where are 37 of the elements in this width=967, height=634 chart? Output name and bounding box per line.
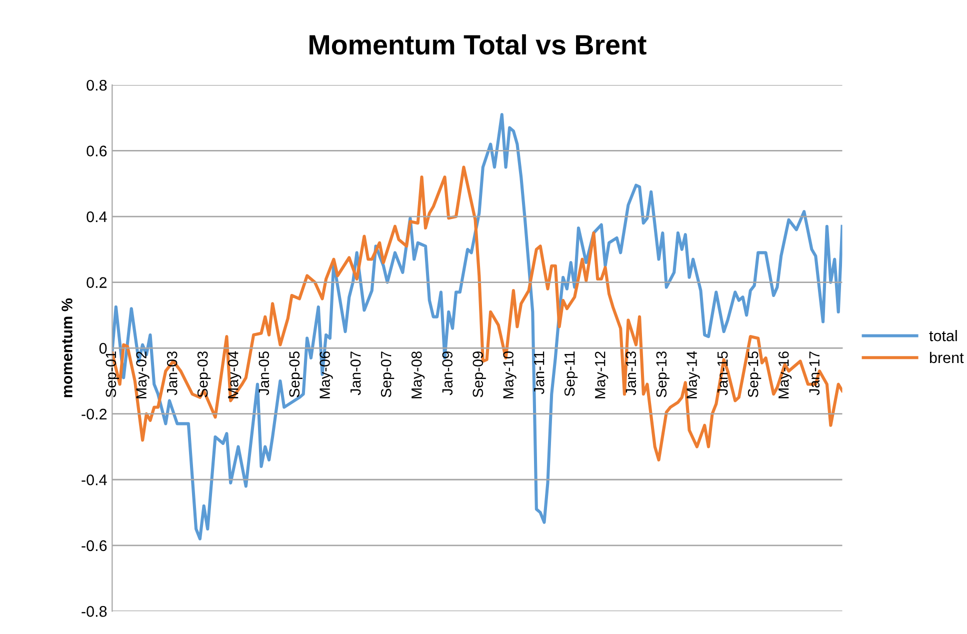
x-tick-label: Sep-07 bbox=[380, 352, 394, 398]
y-tick-label: 0.6 bbox=[86, 146, 107, 156]
x-tick-label: May-16 bbox=[778, 351, 792, 398]
y-tick-label: 0.2 bbox=[86, 277, 107, 288]
x-tick-label: May-06 bbox=[320, 351, 333, 398]
x-tick-label: Jan-17 bbox=[809, 352, 820, 396]
y-tick-label: 0.8 bbox=[86, 80, 107, 91]
legend-label: total bbox=[929, 330, 957, 342]
legend-label: brent bbox=[930, 352, 964, 364]
x-tick-label: May-04 bbox=[228, 351, 242, 398]
y-axis-title: momentum % bbox=[62, 298, 72, 398]
x-tick-label: Jan-03 bbox=[166, 351, 178, 396]
y-tick-label: -0.2 bbox=[82, 408, 107, 420]
x-tick-label: Sep-09 bbox=[472, 352, 486, 398]
y-tick-label: -0.8 bbox=[82, 606, 107, 617]
x-tick-label: Jan-11 bbox=[534, 352, 544, 394]
chart-title: Momentum Total vs Brent bbox=[310, 34, 646, 55]
x-tick-label: May-08 bbox=[411, 351, 425, 398]
x-tick-label: Jan-13 bbox=[626, 351, 636, 396]
x-tick-label: Sep-11 bbox=[564, 352, 578, 396]
x-tick-label: May-10 bbox=[503, 351, 516, 398]
x-tick-label: Jan-09 bbox=[442, 352, 453, 396]
x-tick-label: Jan-07 bbox=[350, 352, 361, 396]
x-tick-label: Sep-01 bbox=[106, 352, 119, 398]
x-tick-label: Jan-05 bbox=[258, 351, 270, 396]
x-tick-label: May-14 bbox=[686, 351, 700, 398]
x-tick-label: May-02 bbox=[136, 352, 150, 398]
x-tick-label: Jan-15 bbox=[718, 351, 728, 396]
y-tick-label: -0.6 bbox=[82, 540, 107, 552]
y-tick-label: 0 bbox=[99, 342, 107, 354]
y-tick-label: -0.4 bbox=[82, 474, 107, 486]
x-tick-label: Sep-15 bbox=[748, 351, 762, 398]
x-tick-label: Sep-13 bbox=[656, 351, 670, 398]
x-tick-label: Sep-03 bbox=[197, 351, 211, 398]
y-tick-label: 0.4 bbox=[86, 211, 107, 222]
x-tick-label: May-12 bbox=[594, 352, 608, 398]
x-tick-label: Sep-05 bbox=[289, 351, 302, 398]
